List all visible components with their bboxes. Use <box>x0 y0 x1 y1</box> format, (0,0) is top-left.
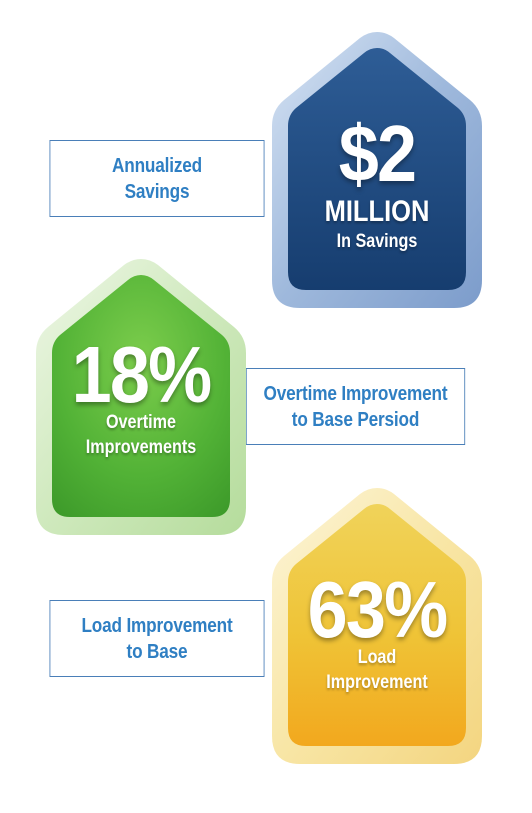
callout-line: Load Improvement <box>81 614 233 637</box>
caption-line: Improvements <box>85 436 197 458</box>
overtime-value: 18% <box>71 330 213 419</box>
callout-line: Annualized <box>111 154 203 177</box>
callout-line: Savings <box>124 180 190 203</box>
load-value: 63% <box>307 565 449 654</box>
caption-line: Improvement <box>326 671 428 693</box>
annualized-savings-callout: Annualized Savings <box>49 140 265 217</box>
overtime-improvement-callout: Overtime Improvement to Base Persiod <box>245 368 466 445</box>
savings-value: $2 <box>338 109 417 198</box>
callout-line: Overtime Improvement <box>263 382 448 405</box>
callout-line: to Base <box>126 640 188 663</box>
load-badge: 63% Load Improvement <box>268 484 486 768</box>
savings-badge: $2 MILLION In Savings <box>268 28 486 312</box>
savings-unit: MILLION <box>324 195 430 228</box>
callout-line: to Base Persiod <box>291 408 420 431</box>
caption-line: Overtime <box>105 412 177 433</box>
load-improvement-callout: Load Improvement to Base <box>49 600 265 677</box>
load-caption: Load Improvement <box>284 646 469 695</box>
caption-line: Load <box>357 647 397 668</box>
overtime-badge: 18% Overtime Improvements <box>32 255 250 539</box>
savings-caption: In Savings <box>336 231 418 252</box>
overtime-caption: Overtime Improvements <box>48 411 233 460</box>
